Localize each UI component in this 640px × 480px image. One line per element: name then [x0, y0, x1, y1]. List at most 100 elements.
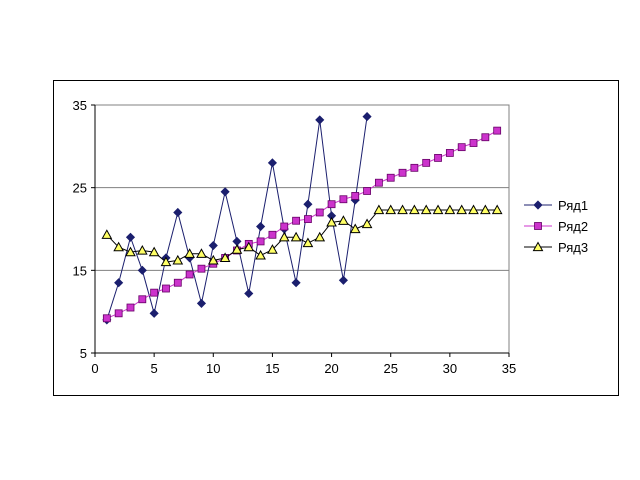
series-2-point [315, 208, 324, 217]
series-3-point [397, 204, 408, 215]
series-3-point [207, 254, 219, 265]
series-1-point [137, 265, 147, 275]
series-3-point [160, 256, 172, 267]
series-2-point [185, 270, 194, 279]
series-3-point [184, 248, 195, 258]
y-tick-label: 25 [73, 181, 87, 196]
series-2-point [374, 178, 383, 187]
series-2-point [292, 216, 300, 225]
series-3-point [314, 231, 326, 242]
x-tick-label: 15 [265, 361, 279, 376]
series-3-point [302, 237, 314, 248]
series-3-point [136, 244, 148, 255]
x-tick-label: 30 [443, 361, 457, 376]
series-1-point [267, 158, 277, 168]
series-1-point [338, 275, 348, 285]
series-1-point [256, 221, 266, 232]
series-2-point [422, 158, 431, 167]
series-2-point [280, 222, 289, 231]
series-3-point [101, 229, 113, 239]
legend-label: Ряд1 [558, 198, 588, 213]
x-tick-label: 20 [324, 361, 338, 376]
series-3-point [255, 249, 266, 260]
legend: Ряд1 Ряд2 Ряд3 [524, 191, 608, 262]
series-1-point [303, 199, 313, 209]
series-3-point [373, 204, 385, 215]
series-3-point [420, 204, 432, 215]
series-3-point [290, 231, 302, 242]
series-3-point [491, 204, 503, 215]
series-2-point [304, 215, 312, 223]
x-tick-label: 25 [383, 361, 397, 376]
series-1-point [208, 240, 218, 251]
legend-item: Ряд2 [524, 219, 588, 234]
series-1-line [106, 116, 368, 321]
series-3-point [385, 204, 397, 215]
series-3-point [231, 244, 243, 254]
series-2-point [493, 126, 502, 135]
series-3-point [349, 223, 361, 234]
series-3-point [444, 204, 456, 215]
series-2-point [445, 149, 454, 157]
series-3-point [468, 204, 479, 215]
y-tick-label: 15 [73, 263, 87, 278]
series-2-point [434, 154, 442, 162]
series-3 [101, 204, 503, 267]
series-2-point [363, 187, 371, 195]
series-3-point [243, 241, 255, 252]
series-1-point [125, 232, 136, 242]
legend-marker [533, 200, 543, 210]
series-2-point [386, 173, 395, 182]
series-2-point [339, 195, 348, 204]
series-2-point [102, 314, 111, 323]
series-3-point [409, 204, 420, 215]
legend-item: Ряд3 [524, 240, 588, 255]
series-3-point [125, 246, 136, 257]
series-3-point [361, 218, 373, 229]
series-3-point [479, 204, 491, 215]
series-3-point [456, 204, 468, 215]
gridlines [95, 187, 509, 271]
series-3-point [219, 252, 231, 263]
series-2-point [398, 168, 407, 177]
series-2-point [126, 303, 135, 312]
series-2 [102, 126, 502, 323]
x-tick-label: 35 [502, 361, 516, 376]
series-2-point [268, 230, 277, 239]
legend-label: Ряд2 [558, 219, 588, 234]
series-2-point [351, 192, 360, 200]
series-2-point [114, 309, 123, 318]
series-2-point [150, 288, 159, 297]
series-3-point [338, 215, 349, 225]
series-3-point [267, 244, 278, 254]
series-3-point [196, 248, 207, 258]
series-1-point [196, 298, 207, 308]
series-2-line [106, 130, 498, 319]
chart-area: 5 15 25 35 0 5 10 15 20 25 30 35 Ряд1 Ряд2 Ряд3 [53, 80, 619, 396]
series-2-point [173, 278, 182, 287]
legend-item: Ряд1 [524, 198, 588, 213]
series-group [101, 112, 503, 325]
legend-marker [532, 241, 544, 252]
series-3-line [106, 209, 498, 263]
series-3-point [326, 216, 337, 227]
series-2-point [469, 139, 478, 147]
series-2-point [410, 163, 419, 172]
x-tick-label: 5 [151, 361, 158, 376]
series-2-point [197, 264, 206, 273]
series-1-point [291, 278, 301, 288]
y-tick-label: 35 [73, 98, 87, 113]
series-1-point [173, 207, 183, 218]
series-2-point [138, 295, 147, 304]
x-tick-label: 0 [91, 361, 98, 376]
series-2-point [481, 133, 490, 142]
series-3-point [172, 254, 184, 265]
series-1-point [362, 112, 372, 122]
series-2-point [457, 143, 466, 152]
legend-label: Ряд3 [558, 240, 588, 255]
series-1-point [220, 187, 230, 197]
legend-marker [534, 222, 542, 230]
series-2-point [327, 200, 336, 209]
series-1-point [244, 288, 254, 299]
